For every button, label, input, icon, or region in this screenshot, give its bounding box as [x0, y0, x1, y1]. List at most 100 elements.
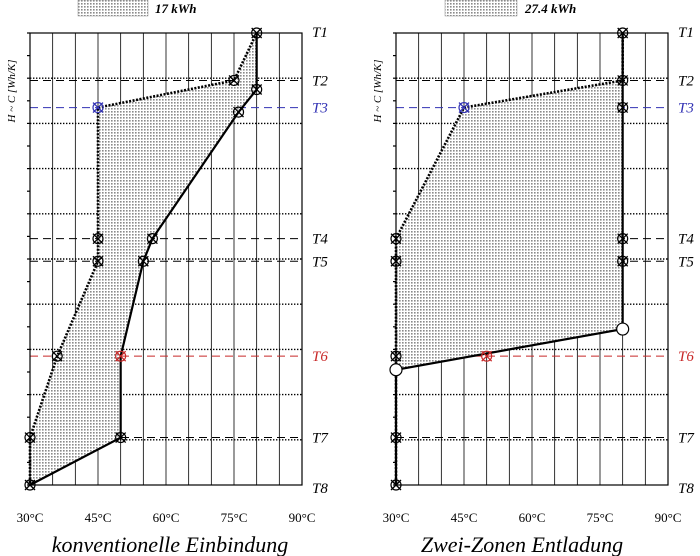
cross-marker	[146, 233, 158, 245]
marker-ring	[390, 255, 402, 267]
level-label-t1: T1	[678, 25, 694, 41]
level-label-t8: T8	[312, 481, 328, 497]
marker-stroke	[617, 255, 629, 267]
marker-ring	[24, 479, 36, 491]
level-label-t2: T2	[312, 73, 328, 89]
marker-ring	[146, 233, 158, 245]
marker-ring	[115, 350, 127, 362]
marker-stroke	[92, 102, 104, 114]
x-tick-label: 30°C	[17, 510, 44, 525]
level-label-t7: T7	[312, 431, 329, 447]
marker-ring	[390, 479, 402, 491]
marker-ring	[92, 255, 104, 267]
cross-marker	[390, 350, 402, 362]
cross-marker	[92, 101, 104, 114]
cross-marker	[617, 233, 629, 245]
marker-stroke	[115, 350, 127, 362]
marker-stroke	[617, 233, 629, 245]
cross-marker	[481, 350, 493, 362]
panel-caption: Zwei-Zonen Entladung	[421, 532, 623, 556]
marker-stroke	[617, 27, 629, 39]
cross-marker	[458, 101, 470, 114]
marker-ring	[617, 255, 629, 267]
marker-stroke	[251, 27, 263, 39]
energy-label: 17 kWh	[155, 1, 197, 16]
level-label-t8: T8	[678, 481, 694, 497]
energy-area	[396, 33, 623, 485]
cross-marker	[251, 27, 263, 39]
marker-ring	[51, 350, 63, 362]
series-line-dashed	[28, 32, 258, 485]
marker-ring	[390, 233, 402, 245]
cross-marker	[92, 233, 104, 245]
x-tick-label: 60°C	[153, 510, 180, 525]
x-tick-label: 75°C	[587, 510, 614, 525]
marker-stroke	[481, 350, 493, 362]
x-tick-label: 90°C	[289, 510, 316, 525]
marker-stroke	[137, 255, 149, 267]
marker-stroke	[233, 106, 244, 118]
marker-stroke	[24, 479, 36, 491]
x-tick-label: 60°C	[519, 510, 546, 525]
marker-stroke	[51, 350, 63, 362]
y-axis-label: H ~ C [Wh/K]	[372, 59, 384, 123]
marker-ring	[617, 27, 629, 39]
cross-marker	[617, 255, 629, 267]
marker-stroke	[390, 432, 402, 443]
cross-marker	[390, 479, 402, 491]
cross-marker	[24, 431, 36, 444]
level-label-t3: T3	[678, 101, 694, 117]
marker-ring	[24, 431, 36, 444]
cross-marker	[232, 106, 245, 118]
level-label-t2: T2	[678, 73, 694, 89]
marker-ring	[115, 431, 127, 444]
marker-ring	[390, 431, 402, 444]
level-label-t5: T5	[678, 254, 694, 270]
marker-stroke	[92, 233, 104, 245]
cross-marker	[251, 83, 263, 96]
panel-1: 17 kWh T1 T2 T3 T4 T5 T6 T7 T8 30°C 45°C 60°C 75°C 90…	[6, 0, 329, 556]
cross-marker	[390, 255, 402, 267]
energy-banner-swatch	[77, 0, 149, 17]
energy-banner-swatch	[444, 0, 518, 17]
marker-stroke	[228, 75, 240, 86]
energy-label: 27.4 kWh	[524, 1, 576, 16]
series-line-dashed	[394, 33, 624, 485]
cross-marker	[228, 74, 240, 87]
marker-stroke	[390, 350, 402, 362]
x-tick-label: 45°C	[451, 510, 478, 525]
cross-marker	[390, 233, 402, 245]
marker-ring	[617, 233, 629, 245]
x-tick-label: 45°C	[85, 510, 112, 525]
marker-stroke	[390, 233, 402, 245]
level-label-t6: T6	[312, 349, 328, 365]
level-label-t7: T7	[678, 431, 695, 447]
marker-stroke	[115, 432, 127, 443]
marker-ring	[232, 106, 245, 118]
level-label-t1: T1	[312, 25, 328, 41]
level-label-t5: T5	[312, 254, 328, 270]
marker-ring	[389, 363, 403, 377]
marker-ring	[617, 101, 629, 114]
marker-stroke	[390, 255, 402, 267]
marker-ring	[251, 27, 263, 39]
cross-marker	[51, 350, 63, 362]
marker-ring	[616, 322, 630, 336]
x-tick-label: 30°C	[383, 510, 410, 525]
marker-ring	[458, 101, 470, 114]
cross-marker	[617, 101, 629, 114]
level-label-t4: T4	[312, 232, 328, 248]
marker-stroke	[251, 84, 263, 95]
cross-marker	[617, 74, 629, 87]
marker-stroke	[617, 102, 629, 114]
marker-stroke	[146, 233, 158, 245]
x-tick-label: 75°C	[221, 510, 248, 525]
marker-ring	[251, 83, 263, 96]
panel-2: 27.4 kWh T1 T2 T3 T4 T5 T6 T7 T8 30°C 45°C 60°C 75°C…	[372, 0, 695, 556]
marker-ring	[228, 74, 240, 87]
marker-stroke	[458, 102, 470, 114]
x-tick-label: 90°C	[655, 510, 682, 525]
marker-stroke	[390, 479, 402, 491]
marker-ring	[481, 350, 493, 362]
